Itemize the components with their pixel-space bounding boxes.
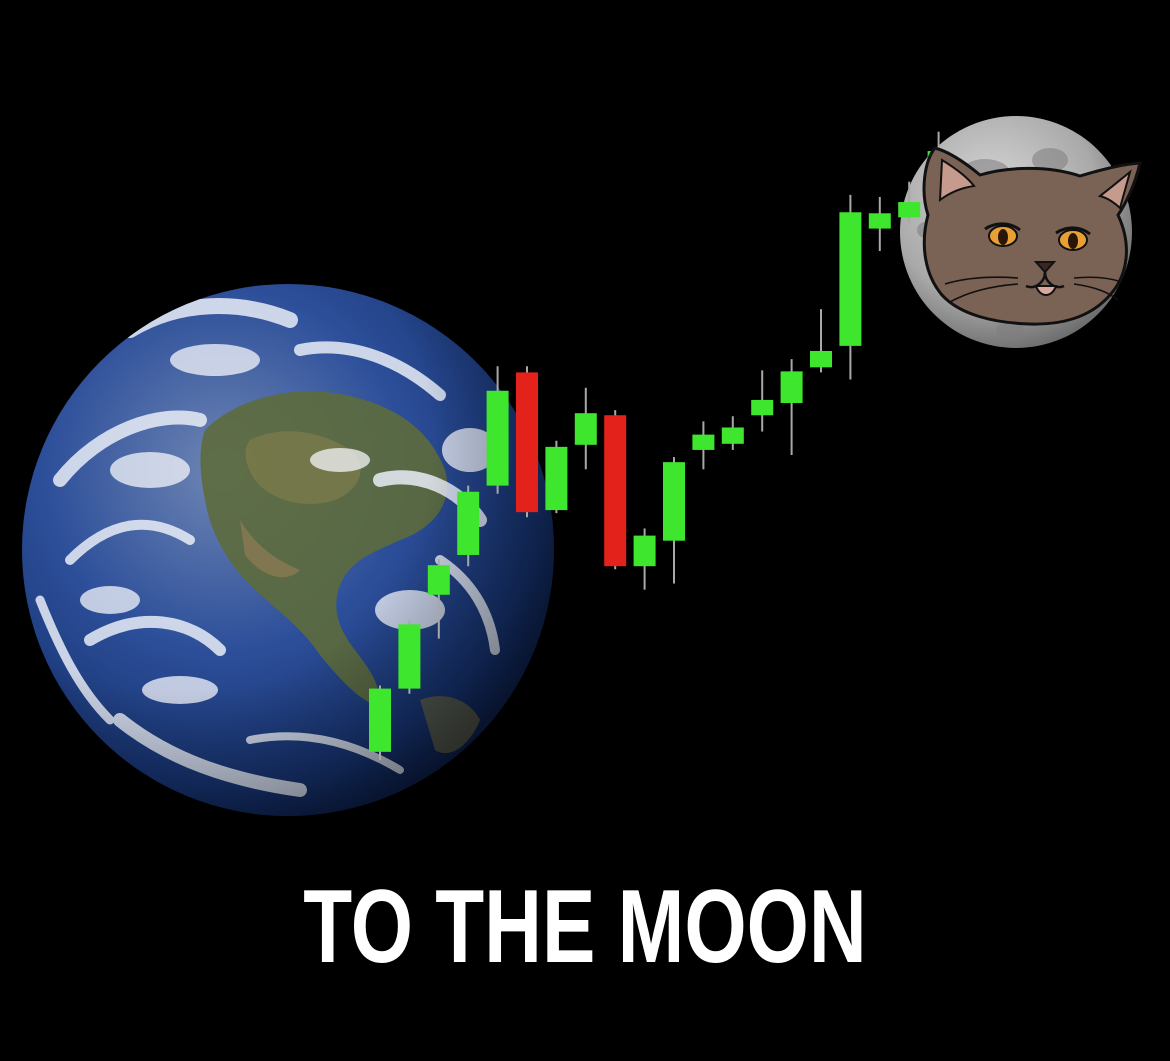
candle-body-up: [633, 535, 656, 567]
candle-body-up: [574, 413, 597, 445]
candle-body-up: [486, 390, 509, 486]
candle-body-up: [692, 434, 715, 450]
candle-body-up: [780, 371, 803, 403]
candle-body-up: [839, 212, 862, 346]
candle-body-up: [369, 688, 391, 752]
cat-eyes: [984, 222, 1091, 251]
candle-body-up: [810, 350, 832, 368]
candle-body-up: [721, 427, 744, 444]
meme-caption: TO THE MOON: [303, 869, 867, 985]
candle-body-up: [427, 565, 450, 595]
candle-body-up: [545, 446, 568, 511]
candle-body-up: [751, 399, 774, 416]
candle-body-down: [604, 415, 627, 567]
candle-body-up: [457, 491, 480, 555]
candle-body-up: [868, 213, 891, 229]
candle-body-up: [398, 624, 421, 689]
candle-body-down: [516, 372, 538, 513]
candle-body-up: [898, 202, 921, 218]
candle-body-up: [663, 462, 685, 541]
cat-face-icon: [922, 146, 1142, 326]
